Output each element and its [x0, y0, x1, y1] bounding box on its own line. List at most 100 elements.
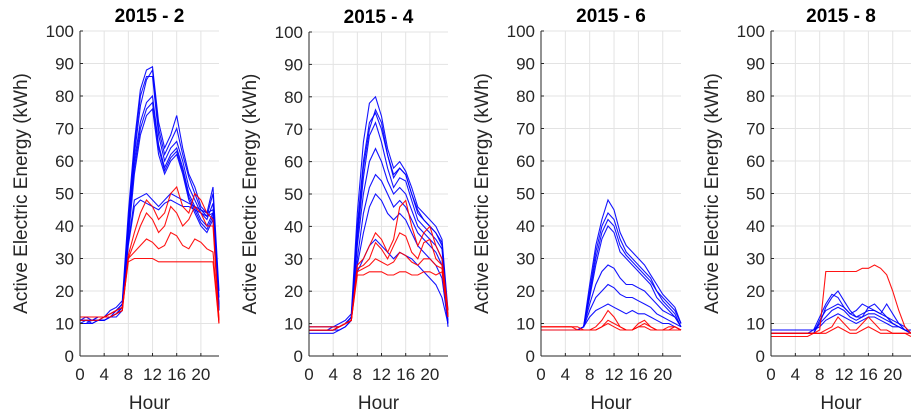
x-axis-label: Hour — [820, 393, 862, 414]
series-line-2 — [771, 293, 911, 334]
series-line-10 — [309, 232, 449, 331]
y-tick-label: 20 — [516, 282, 535, 301]
x-axis-label: Hour — [129, 393, 171, 414]
y-tick-label: 50 — [516, 185, 535, 204]
series-line-12 — [309, 251, 449, 331]
y-tick-label: 90 — [284, 55, 303, 74]
y-tick-label: 60 — [284, 153, 303, 172]
series-line-5 — [309, 173, 449, 334]
x-tick-label: 4 — [561, 365, 570, 384]
y-tick-label: 70 — [746, 120, 765, 139]
series-line-4 — [309, 147, 449, 331]
x-axis-label: Hour — [358, 393, 400, 414]
y-tick-label: 80 — [55, 87, 74, 106]
x-tick-label: 8 — [124, 365, 133, 384]
series-line-5 — [80, 65, 220, 318]
y-tick-label: 40 — [55, 217, 74, 236]
y-tick-label: 100 — [507, 22, 535, 41]
series-line-6 — [309, 108, 449, 331]
y-tick-label: 80 — [516, 87, 535, 106]
chart-title: 2015 - 2 — [115, 6, 185, 27]
y-tick-label: 20 — [284, 282, 303, 301]
series-line-7 — [771, 326, 911, 334]
y-tick-label: 40 — [284, 217, 303, 236]
series-line-1 — [541, 212, 682, 331]
series-line-9 — [309, 270, 449, 331]
x-tick-label: 20 — [883, 365, 902, 384]
x-tick-label: 0 — [536, 365, 545, 384]
y-tick-label: 0 — [756, 347, 765, 366]
x-axis-label: Hour — [590, 393, 632, 414]
chart-title: 2015 - 8 — [806, 6, 876, 27]
series-line-9 — [541, 309, 682, 331]
series-line-7 — [79, 199, 220, 325]
series-line-8 — [309, 193, 449, 331]
y-tick-label: 70 — [516, 120, 535, 139]
y-tick-label: 80 — [284, 88, 303, 107]
y-tick-label: 40 — [746, 217, 765, 236]
y-tick-label: 40 — [516, 217, 535, 236]
y-tick-label: 60 — [55, 152, 74, 171]
y-tick-label: 100 — [46, 22, 74, 41]
y-tick-label: 70 — [284, 120, 303, 139]
y-axis-label: Active Electric Energy (kWh) — [11, 73, 32, 314]
x-tick-label: 8 — [815, 365, 824, 384]
y-tick-label: 30 — [516, 250, 535, 269]
series-line-10 — [541, 319, 681, 331]
series-line-1 — [309, 111, 449, 331]
x-tick-label: 0 — [304, 365, 313, 384]
x-tick-label: 20 — [653, 365, 672, 384]
y-tick-label: 20 — [746, 282, 765, 301]
x-tick-label: 4 — [328, 365, 337, 384]
y-axis-label: Active Electric Energy (kWh) — [472, 73, 493, 314]
y-tick-label: 30 — [746, 250, 765, 269]
y-tick-label: 30 — [55, 250, 74, 269]
y-tick-label: 10 — [516, 315, 535, 334]
series-line-2 — [80, 75, 220, 325]
y-tick-label: 0 — [65, 347, 74, 366]
y-tick-label: 10 — [284, 315, 303, 334]
x-tick-label: 16 — [167, 365, 186, 384]
x-tick-label: 12 — [143, 365, 162, 384]
x-tick-label: 20 — [420, 365, 439, 384]
y-tick-label: 100 — [737, 22, 765, 41]
y-tick-label: 0 — [294, 347, 303, 366]
y-tick-label: 90 — [746, 55, 765, 74]
x-tick-label: 8 — [353, 365, 362, 384]
x-tick-label: 4 — [99, 365, 108, 384]
x-tick-label: 16 — [396, 365, 415, 384]
y-tick-label: 50 — [55, 185, 74, 204]
series-line-4 — [541, 264, 682, 331]
chart-title: 2015 - 6 — [576, 6, 646, 27]
y-tick-label: 30 — [284, 250, 303, 269]
y-tick-label: 50 — [746, 185, 765, 204]
series-line-10 — [80, 205, 220, 321]
y-tick-label: 10 — [55, 315, 74, 334]
y-tick-label: 10 — [746, 315, 765, 334]
x-tick-label: 8 — [585, 365, 594, 384]
y-tick-label: 20 — [55, 282, 74, 301]
series-line-7 — [309, 238, 449, 331]
series-line-3 — [541, 198, 682, 331]
y-tick-label: 60 — [746, 152, 765, 171]
x-tick-label: 12 — [835, 365, 854, 384]
series-line-8 — [771, 316, 911, 338]
y-tick-label: 80 — [746, 87, 765, 106]
series-line-5 — [771, 306, 911, 331]
y-axis-label: Active Electric Energy (kWh) — [702, 73, 723, 314]
x-tick-label: 12 — [605, 365, 624, 384]
y-tick-label: 70 — [55, 120, 74, 139]
y-tick-label: 90 — [55, 55, 74, 74]
x-tick-label: 0 — [75, 365, 84, 384]
series-line-1 — [771, 290, 911, 334]
y-axis-label: Active Electric Energy (kWh) — [240, 74, 261, 315]
x-tick-label: 20 — [191, 365, 210, 384]
y-tick-label: 60 — [516, 152, 535, 171]
x-tick-label: 12 — [372, 365, 391, 384]
x-tick-label: 0 — [766, 365, 775, 384]
